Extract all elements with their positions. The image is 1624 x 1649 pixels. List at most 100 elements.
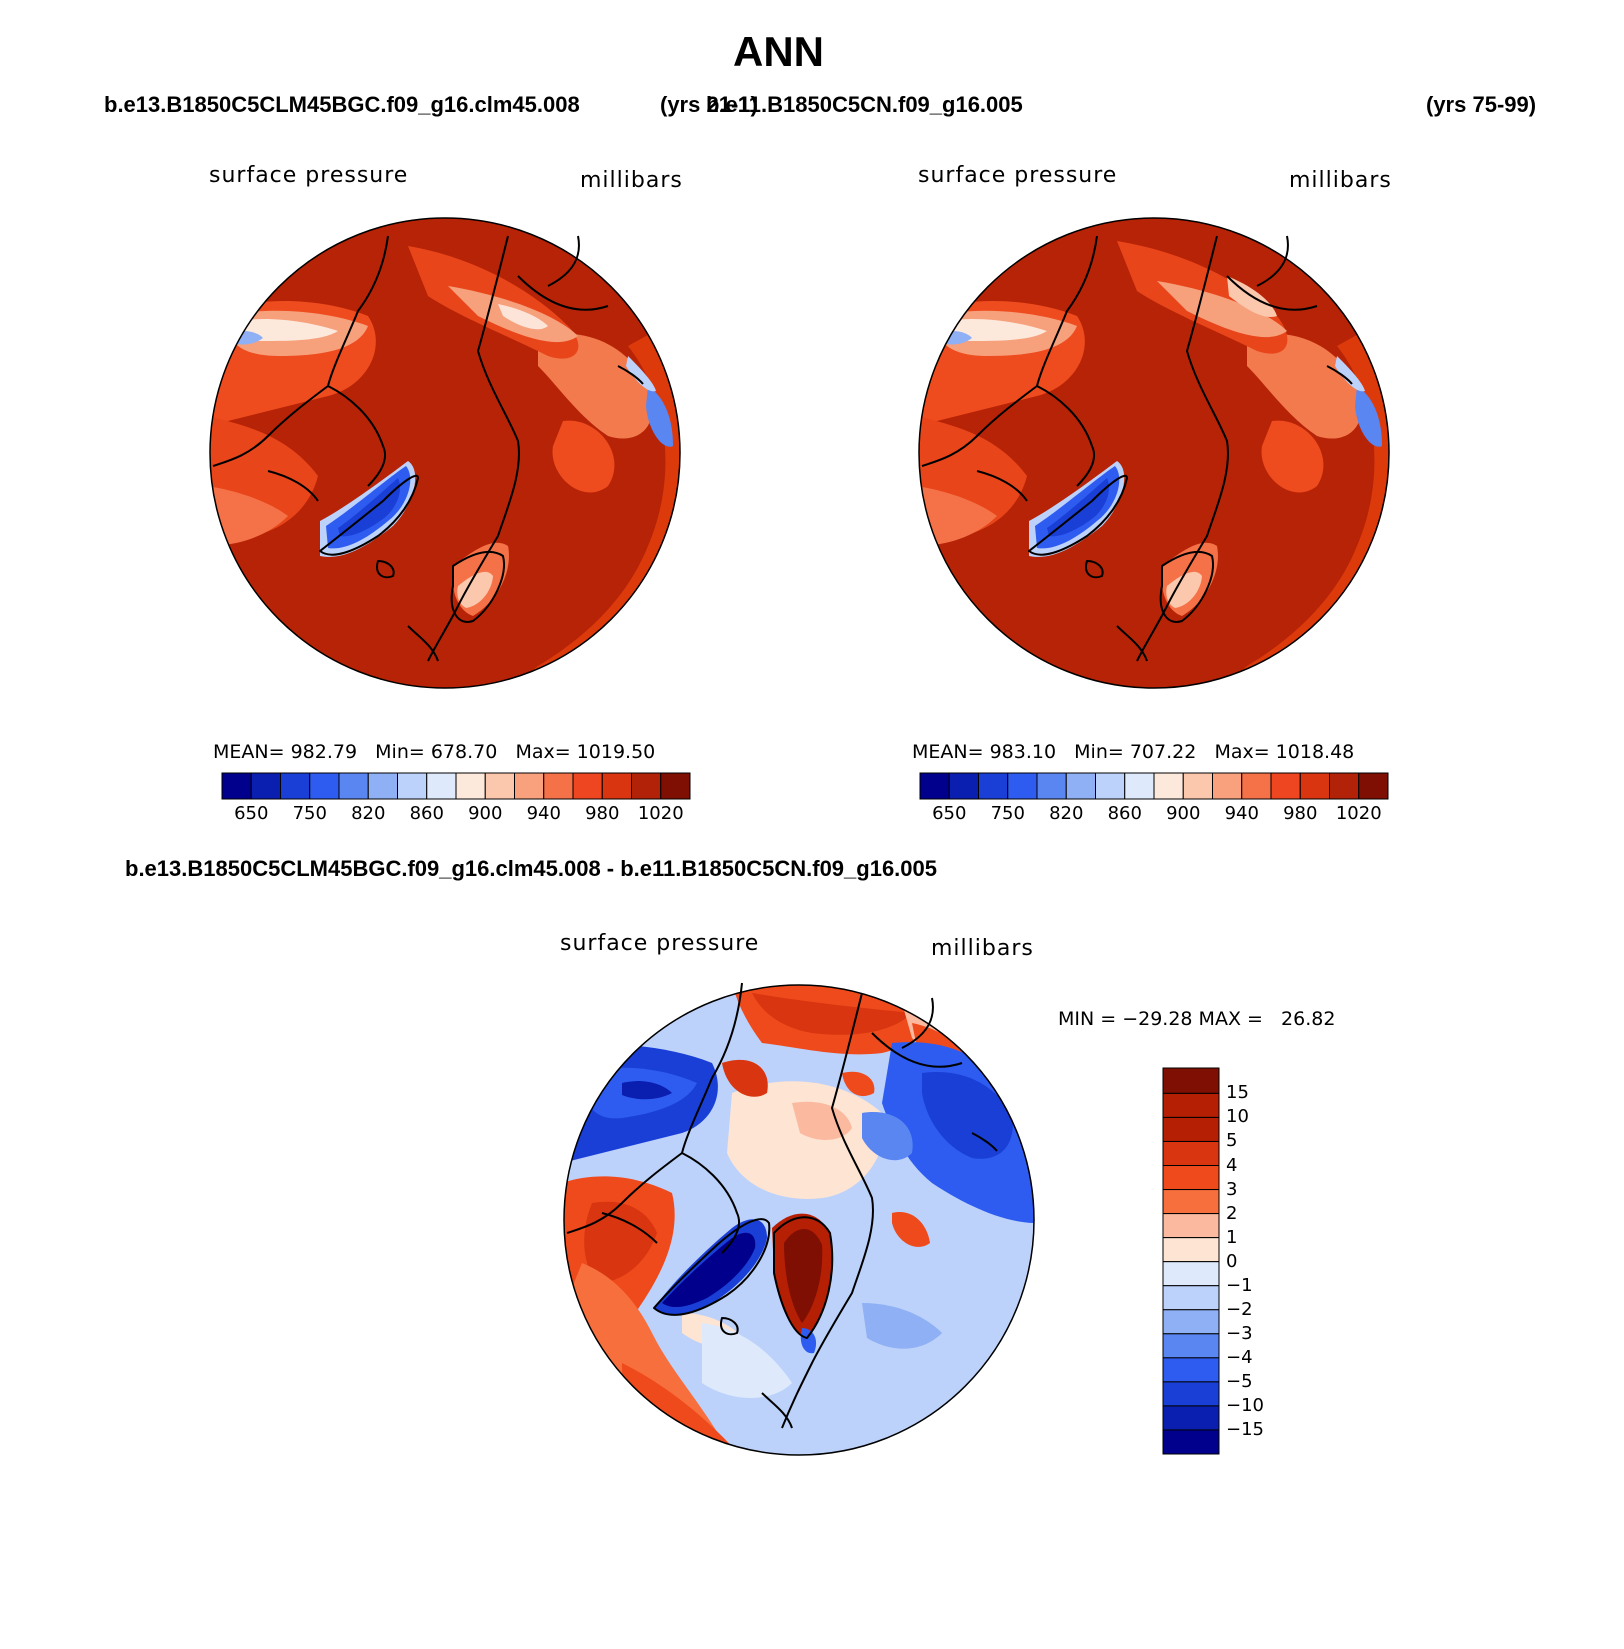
colorbar-swatch	[1095, 772, 1126, 800]
colorbar-swatch	[1153, 772, 1184, 800]
colorbar-swatch	[1162, 1237, 1220, 1263]
colorbar-swatch	[631, 772, 662, 800]
colorbar-tick-label: 1020	[1335, 803, 1382, 824]
colorbar-swatch	[572, 772, 603, 800]
colorbar-tick-label: 980	[585, 803, 620, 824]
colorbar-tick-label: 650	[932, 803, 967, 824]
colorbar-swatch	[338, 772, 369, 800]
colorbar-swatch	[1162, 1165, 1220, 1191]
colorbar-swatch	[280, 772, 311, 800]
colorbar-tick-label: −3	[1226, 1322, 1253, 1344]
top-left-units-label: millibars	[580, 168, 683, 193]
colorbar-tick-label: −1	[1226, 1274, 1253, 1296]
colorbar-tick-label: 900	[1166, 803, 1201, 824]
top-right-stats: MEAN= 983.10 Min= 707.22 Max= 1018.48	[912, 741, 1355, 763]
colorbar-tick-label: 940	[1224, 803, 1259, 824]
top-left-colorbar	[221, 772, 691, 800]
colorbar-swatch	[601, 772, 632, 800]
colorbar-swatch	[1162, 1405, 1220, 1431]
difference-polar-map	[563, 982, 1035, 1456]
bottom-variable-label: surface pressure	[560, 931, 760, 956]
difference-title: b.e13.B1850C5CLM45BGC.f09_g16.clm45.008 …	[125, 856, 938, 881]
top-right-units-label: millibars	[1289, 168, 1392, 193]
colorbar-swatch	[1162, 1213, 1220, 1239]
difference-colorbar	[1162, 1067, 1220, 1455]
colorbar-swatch	[1162, 1333, 1220, 1359]
colorbar-tick-label: 2	[1226, 1202, 1238, 1224]
colorbar-swatch	[1007, 772, 1038, 800]
colorbar-tick-label: 4	[1226, 1154, 1238, 1176]
colorbar-tick-label: −2	[1226, 1298, 1253, 1320]
colorbar-tick-label: 10	[1226, 1106, 1249, 1128]
colorbar-tick-label: 900	[468, 803, 503, 824]
top-left-years: (yrs 21-1)	[660, 92, 758, 117]
colorbar-swatch	[919, 772, 950, 800]
colorbar-swatch	[1124, 772, 1155, 800]
colorbar-tick-label: 15	[1226, 1082, 1249, 1104]
colorbar-swatch	[1036, 772, 1067, 800]
colorbar-swatch	[1162, 1189, 1220, 1215]
colorbar-tick-label: −15	[1226, 1418, 1264, 1440]
colorbar-tick-label: 860	[1107, 803, 1142, 824]
figure-title: ANN	[733, 28, 824, 75]
colorbar-swatch	[1299, 772, 1330, 800]
colorbar-swatch	[1065, 772, 1096, 800]
colorbar-swatch	[397, 772, 428, 800]
colorbar-swatch	[1162, 1261, 1220, 1287]
top-left-stats: MEAN= 982.79 Min= 678.70 Max= 1019.50	[213, 741, 656, 763]
colorbar-tick-label: 5	[1226, 1130, 1238, 1152]
bottom-units-label: millibars	[931, 936, 1034, 961]
colorbar-tick-label: 1	[1226, 1226, 1238, 1248]
colorbar-swatch	[1329, 772, 1360, 800]
colorbar-tick-label: 750	[292, 803, 327, 824]
colorbar-swatch	[484, 772, 515, 800]
top-left-polar-map	[209, 217, 681, 689]
colorbar-tick-label: 650	[234, 803, 269, 824]
colorbar-swatch	[1162, 1429, 1220, 1455]
colorbar-swatch	[1212, 772, 1243, 800]
colorbar-tick-label: 0	[1226, 1250, 1238, 1272]
colorbar-swatch	[543, 772, 574, 800]
colorbar-swatch	[1162, 1381, 1220, 1407]
colorbar-tick-label: −5	[1226, 1370, 1253, 1392]
colorbar-swatch	[1162, 1309, 1220, 1335]
colorbar-swatch	[1358, 772, 1389, 800]
colorbar-swatch	[1162, 1140, 1220, 1167]
colorbar-tick-label: 820	[351, 803, 386, 824]
top-right-variable-label: surface pressure	[918, 163, 1118, 188]
colorbar-swatch	[250, 772, 281, 800]
top-right-years: (yrs 75-99)	[1426, 92, 1537, 117]
colorbar-tick-label: 940	[526, 803, 561, 824]
top-left-variable-label: surface pressure	[209, 163, 409, 188]
colorbar-swatch	[1241, 772, 1272, 800]
colorbar-swatch	[1162, 1067, 1220, 1094]
colorbar-swatch	[978, 772, 1009, 800]
top-left-case-name: b.e13.B1850C5CLM45BGC.f09_g16.clm45.008	[104, 92, 580, 117]
difference-minmax: MIN = −29.28 MAX = 26.82	[1058, 1008, 1336, 1030]
colorbar-swatch	[455, 772, 486, 800]
colorbar-swatch	[1162, 1116, 1220, 1142]
colorbar-swatch	[1162, 1092, 1220, 1118]
colorbar-swatch	[221, 772, 252, 800]
colorbar-swatch	[1270, 772, 1301, 800]
top-right-colorbar	[919, 772, 1389, 800]
colorbar-tick-label: 1020	[637, 803, 684, 824]
top-right-case-name: b.e11.B1850C5CN.f09_g16.005	[706, 92, 1023, 117]
colorbar-tick-label: −4	[1226, 1346, 1253, 1368]
top-right-polar-map	[918, 217, 1390, 689]
colorbar-swatch	[514, 772, 545, 800]
colorbar-tick-label: 3	[1226, 1178, 1238, 1200]
colorbar-swatch	[660, 772, 691, 800]
colorbar-swatch	[426, 772, 457, 800]
colorbar-tick-label: 820	[1049, 803, 1084, 824]
colorbar-tick-label: −10	[1226, 1394, 1264, 1416]
colorbar-swatch	[309, 772, 340, 800]
colorbar-swatch	[1182, 772, 1213, 800]
colorbar-tick-label: 860	[409, 803, 444, 824]
colorbar-swatch	[1162, 1357, 1220, 1383]
colorbar-swatch	[948, 772, 979, 800]
colorbar-tick-label: 750	[990, 803, 1025, 824]
colorbar-swatch	[1162, 1285, 1220, 1311]
colorbar-swatch	[367, 772, 398, 800]
colorbar-tick-label: 980	[1283, 803, 1318, 824]
